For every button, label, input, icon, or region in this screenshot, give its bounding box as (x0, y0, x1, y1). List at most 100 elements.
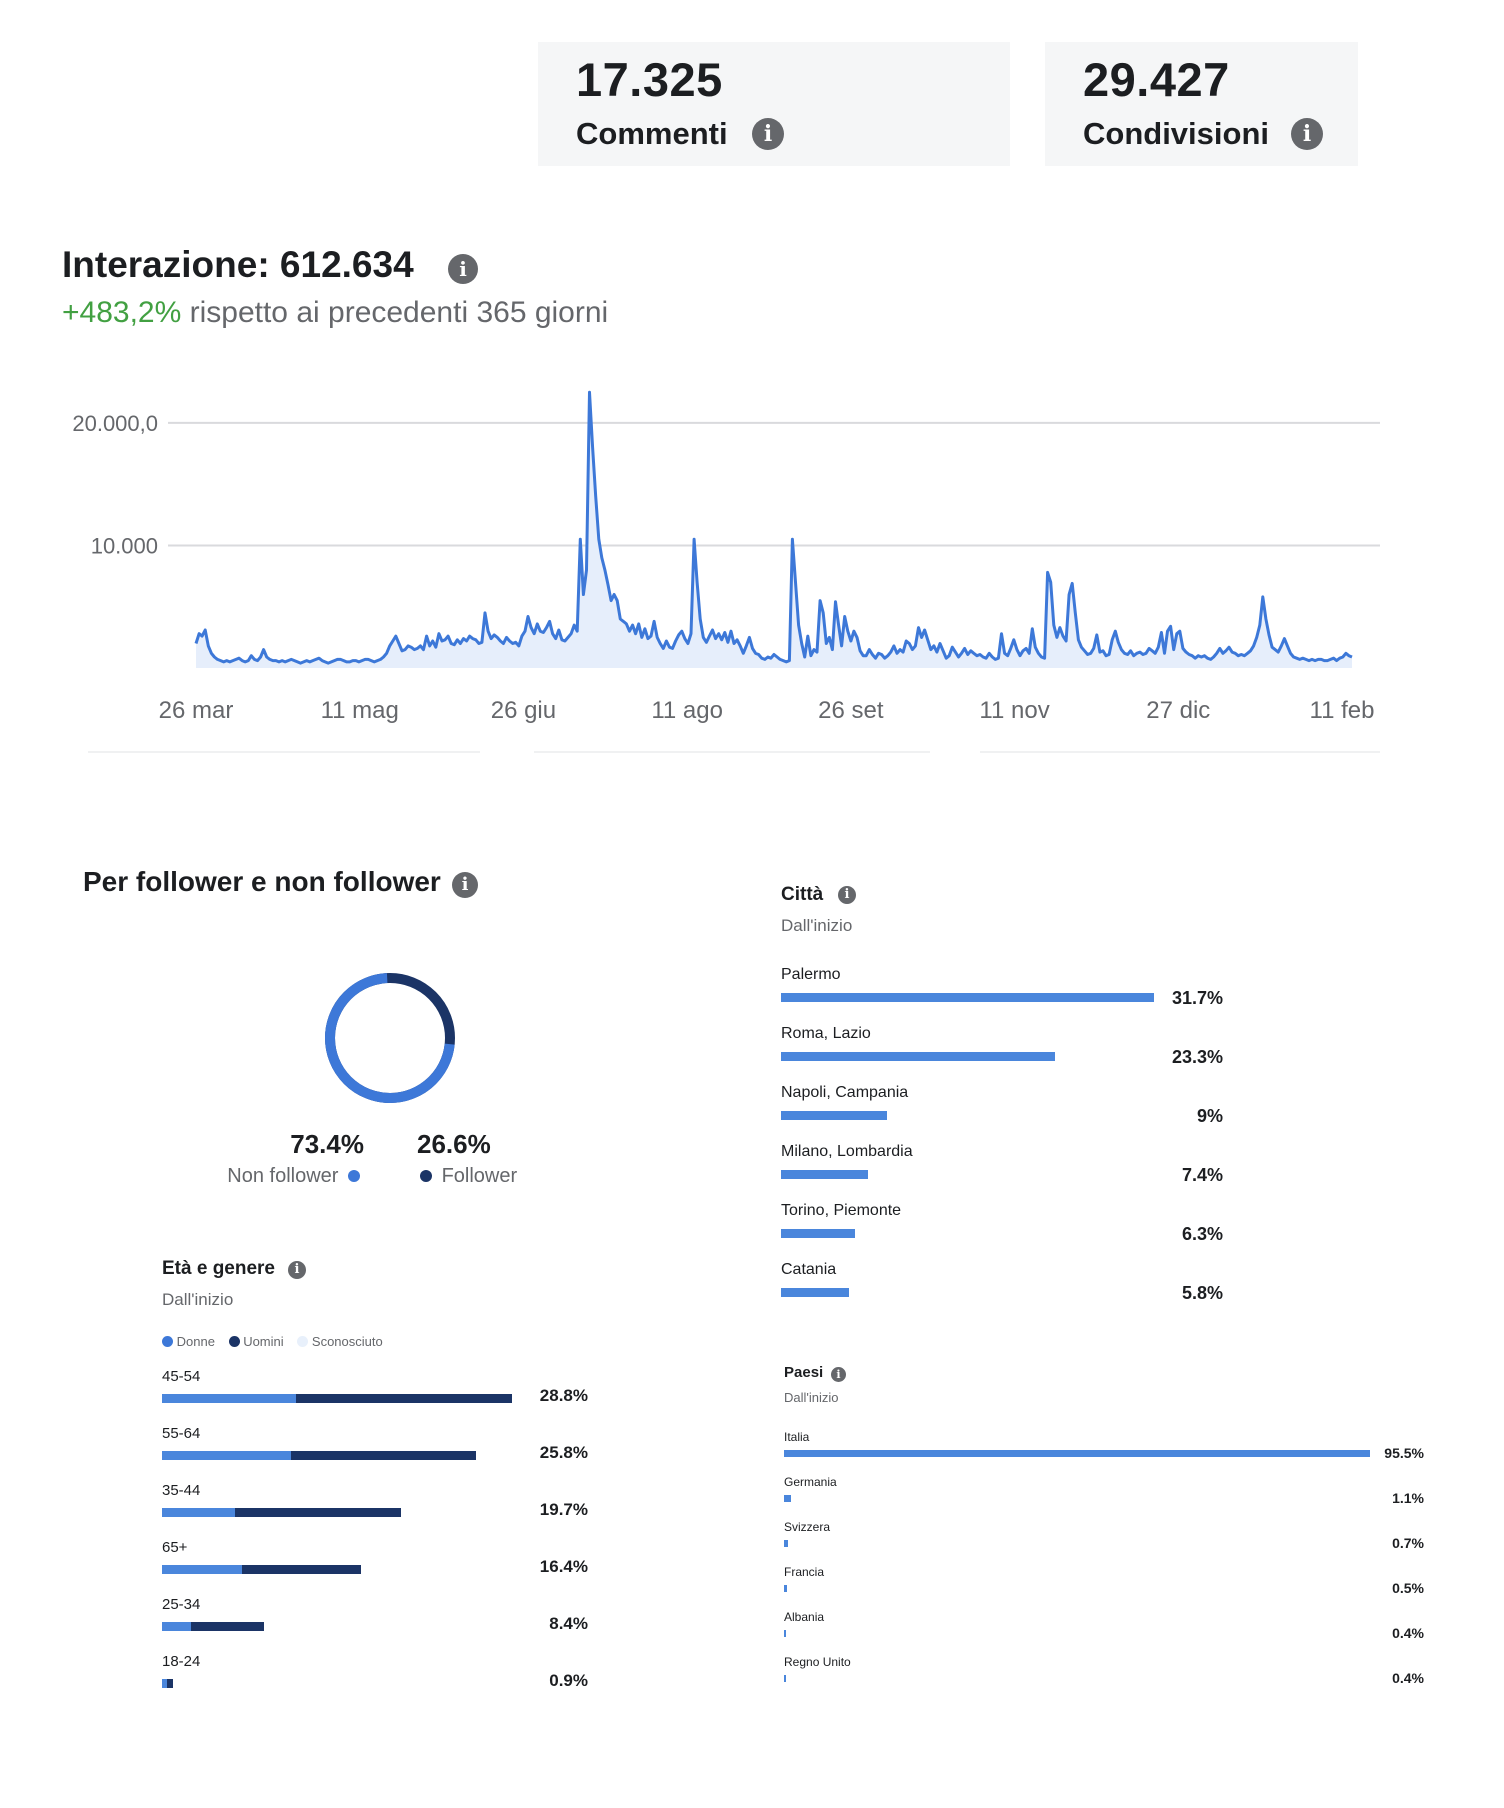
chart-x-tick-label: 27 dic (1146, 697, 1210, 724)
country-row-pct: 0.5% (1392, 1580, 1424, 1596)
city-row-pct: 5.8% (1181, 1283, 1223, 1303)
interaction-chart: 20.000,0 10.000 26 mar 11 mag 26 giu 11 ago 2… (72, 390, 1380, 753)
country-row-label: Francia (784, 1565, 825, 1579)
chart-x-tick-label: 11 feb (1310, 697, 1375, 724)
info-icon[interactable] (838, 886, 856, 904)
chart-area (196, 392, 1352, 668)
age-row-label: 25-34 (162, 1596, 201, 1613)
country-row-pct: 1.1% (1392, 1490, 1424, 1506)
legend-unknown-label: Sconosciuto (311, 1334, 383, 1349)
comments-value: 17.325 (576, 53, 723, 106)
city-bar (781, 1170, 869, 1179)
country-bar (784, 1630, 787, 1637)
age-gender-title: Età e genere (162, 1258, 275, 1279)
city-row-pct: 31.7% (1171, 988, 1223, 1008)
city-row-label: Milano, Lombardia (781, 1143, 913, 1160)
non-follower-label: Non follower (227, 1165, 339, 1187)
country-row-label: Italia (784, 1430, 810, 1444)
age-row-pct: 0.9% (549, 1671, 588, 1690)
city-row-pct: 9% (1196, 1106, 1223, 1126)
age-bar-women (162, 1622, 192, 1631)
countries-title: Paesi (784, 1364, 824, 1381)
city-bar (781, 1052, 1056, 1061)
age-row-pct: 16.4% (539, 1557, 588, 1576)
shares-value: 29.427 (1083, 53, 1230, 106)
age-bar-men (162, 1451, 476, 1460)
city-row-pct: 6.3% (1181, 1224, 1223, 1244)
age-row-pct: 25.8% (539, 1443, 588, 1462)
age-bar-women (162, 1394, 296, 1403)
city-bar (781, 1229, 856, 1238)
city-row-pct: 23.3% (1171, 1047, 1223, 1067)
info-icon[interactable] (752, 118, 784, 150)
age-row-pct: 19.7% (539, 1500, 588, 1519)
age-bar-women (162, 1508, 235, 1517)
chart-x-tick-label: 11 nov (979, 697, 1049, 724)
legend-men-label: Uomini (243, 1334, 284, 1349)
chart-y-tick-label: 20.000,0 (72, 411, 158, 436)
city-row-label: Catania (781, 1261, 837, 1278)
cities-title: Città (781, 884, 824, 905)
country-bar (784, 1450, 1370, 1457)
stat-card-comments: 17.325 Commenti (538, 42, 1010, 166)
age-bar-women (162, 1679, 167, 1688)
legend-unknown-dot (297, 1336, 309, 1347)
age-row-label: 18-24 (162, 1653, 201, 1670)
followers-donut (325, 973, 455, 1103)
country-bar (784, 1540, 789, 1547)
age-row-pct: 28.8% (539, 1386, 588, 1405)
age-bar-men (162, 1622, 265, 1631)
age-row-label: 45-54 (162, 1368, 201, 1385)
age-bar-men (162, 1394, 512, 1403)
chart-y-tick-label: 10.000 (91, 533, 158, 558)
interaction-change-value: +483,2% (62, 296, 182, 329)
city-row-label: Roma, Lazio (781, 1025, 871, 1042)
chart-x-tick-label: 26 mar (159, 697, 234, 724)
city-row-label: Napoli, Campania (781, 1084, 909, 1101)
age-row-label: 65+ (162, 1539, 188, 1556)
city-row-label: Palermo (781, 966, 841, 983)
age-gender-subtitle: Dall'inizio (162, 1290, 234, 1309)
legend-women-dot (162, 1336, 173, 1347)
followers-title: Per follower e non follower (83, 866, 441, 898)
legend-men-dot (228, 1336, 240, 1347)
country-row-pct: 0.7% (1392, 1535, 1424, 1551)
countries-subtitle: Dall'inizio (784, 1390, 839, 1405)
age-bar-men (162, 1679, 173, 1688)
country-bar (784, 1495, 791, 1502)
follower-label: Follower (441, 1165, 518, 1187)
interaction-title: Interazione: 612.634 (62, 244, 414, 285)
city-bar (781, 1288, 850, 1297)
country-bar (784, 1585, 788, 1592)
stat-card-shares: 29.427 Condivisioni (1045, 42, 1358, 166)
follower-legend: Follower (420, 1165, 517, 1188)
age-row-label: 35-44 (162, 1482, 201, 1499)
country-row-label: Germania (784, 1475, 837, 1489)
info-icon[interactable] (288, 1261, 306, 1279)
city-row-label: Torino, Piemonte (781, 1202, 902, 1219)
cities-subtitle: Dall'inizio (781, 916, 853, 935)
follower-dot (420, 1170, 432, 1182)
interaction-change-suffix: rispetto ai precedenti 365 giorni (181, 296, 609, 329)
non-follower-legend: Non follower (190, 1165, 360, 1188)
country-row-pct: 95.5% (1384, 1445, 1424, 1461)
donut-non-follower-segment (325, 973, 455, 1103)
non-follower-pct: 73.4% (290, 1129, 364, 1159)
followers-title-text: Per follower e non follower (83, 866, 441, 897)
comments-label: Commenti (576, 116, 728, 151)
age-row-label: 55-64 (162, 1425, 201, 1442)
shares-label: Condivisioni (1083, 116, 1269, 151)
country-row-label: Albania (784, 1610, 825, 1624)
follower-pct: 26.6% (417, 1129, 491, 1159)
age-gender-legend: Donne Uomini Sconosciuto (162, 1334, 383, 1349)
chart-x-tick-label: 11 mag (321, 697, 399, 724)
chart-line (194, 390, 1353, 665)
info-icon[interactable] (831, 1367, 846, 1382)
info-icon[interactable] (1291, 118, 1323, 150)
city-bar (781, 1111, 887, 1120)
non-follower-dot (348, 1170, 360, 1182)
age-bar-men (162, 1565, 362, 1574)
info-icon[interactable] (452, 872, 478, 898)
interaction-change: +483,2% rispetto ai precedenti 365 giorn… (62, 296, 608, 330)
info-icon[interactable] (448, 254, 478, 284)
